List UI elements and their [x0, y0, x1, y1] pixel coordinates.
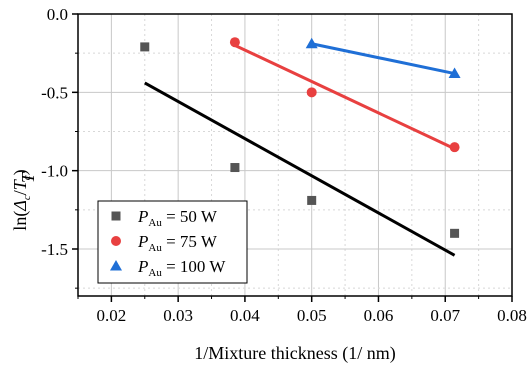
data-points: [140, 37, 461, 238]
legend-label: PAu = 50 W: [137, 207, 218, 229]
x-tick-label: 0.02: [97, 306, 127, 325]
legend: PAu = 50 W PAu = 75 W PAu = 100 W: [97, 200, 248, 284]
y-tick-label: -1.5: [41, 240, 68, 259]
data-point: [230, 163, 240, 173]
fit-line: [234, 43, 456, 151]
fit-lines: [144, 42, 456, 257]
svg-text:T: T: [18, 171, 38, 183]
y-axis-title: ln(Δc/Tc) T: [10, 169, 38, 230]
data-point: [448, 67, 461, 79]
data-point: [449, 142, 460, 153]
legend-label: PAu = 100 W: [137, 257, 226, 279]
fit-line: [311, 42, 455, 76]
legend-marker: [111, 211, 121, 221]
grid: [78, 14, 512, 296]
legend-marker: [111, 236, 121, 246]
data-point: [305, 37, 318, 49]
x-tick-label: 0.04: [230, 306, 260, 325]
data-point: [140, 42, 150, 52]
x-tick-label: 0.06: [364, 306, 394, 325]
data-point: [307, 195, 317, 205]
data-point: [229, 37, 240, 48]
y-tick-label: -1.0: [41, 162, 68, 181]
plot-frame: [77, 13, 513, 297]
legend-label: PAu = 75 W: [137, 232, 218, 254]
fit-line: [144, 81, 456, 257]
legend-box: [97, 200, 248, 284]
axis-ticks: 0.02 0.03 0.04 0.05 0.06 0.07 0.08 0.0 -0.5 -1.0 -…: [41, 5, 527, 325]
x-tick-label: 0.07: [430, 306, 460, 325]
x-axis-title: 1/Mixture thickness (1/ nm): [194, 343, 395, 364]
y-tick-label: -0.5: [41, 83, 68, 102]
x-tick-label: 0.05: [297, 306, 327, 325]
x-tick-label: 0.03: [163, 306, 193, 325]
svg-text:ln(Δc/Tc): ln(Δc/Tc): [10, 169, 33, 230]
data-point: [450, 228, 460, 238]
x-tick-label: 0.08: [497, 306, 527, 325]
data-point: [306, 87, 317, 98]
legend-marker: [110, 260, 122, 271]
y-tick-label: 0.0: [47, 5, 68, 24]
